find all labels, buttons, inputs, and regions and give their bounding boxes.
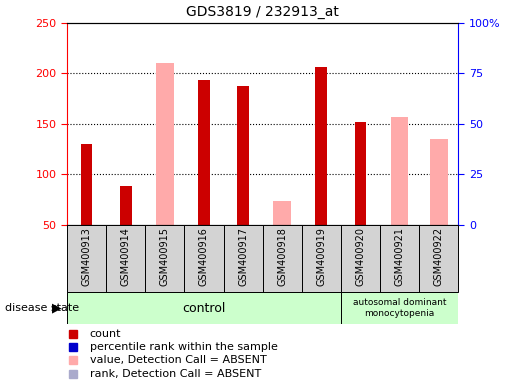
Bar — [273, 202, 291, 225]
Text: GSM400918: GSM400918 — [277, 227, 287, 286]
Bar — [430, 139, 448, 225]
Bar — [81, 144, 92, 225]
Bar — [316, 68, 327, 225]
Bar — [391, 117, 408, 225]
Text: GSM400916: GSM400916 — [199, 227, 209, 286]
Bar — [67, 225, 106, 292]
Bar — [341, 225, 380, 292]
Bar — [120, 186, 131, 225]
Text: GSM400919: GSM400919 — [316, 227, 327, 286]
Bar — [184, 225, 224, 292]
Text: ▶: ▶ — [52, 302, 62, 314]
Bar — [198, 81, 210, 225]
Bar — [263, 225, 302, 292]
Bar — [106, 225, 145, 292]
Text: GSM400921: GSM400921 — [394, 227, 405, 286]
Text: control: control — [182, 302, 226, 314]
Text: GSM400913: GSM400913 — [81, 227, 92, 286]
Text: percentile rank within the sample: percentile rank within the sample — [90, 342, 278, 352]
Bar — [67, 292, 341, 324]
Text: count: count — [90, 329, 121, 339]
Bar — [419, 225, 458, 292]
Bar — [380, 225, 419, 292]
Bar — [145, 225, 184, 292]
Text: GSM400922: GSM400922 — [434, 227, 444, 286]
Text: GSM400915: GSM400915 — [160, 227, 170, 286]
Bar — [237, 86, 249, 225]
Bar — [355, 122, 366, 225]
Bar — [156, 63, 174, 225]
Text: rank, Detection Call = ABSENT: rank, Detection Call = ABSENT — [90, 369, 261, 379]
Bar — [341, 292, 458, 324]
Bar — [224, 225, 263, 292]
Text: GSM400914: GSM400914 — [121, 227, 131, 286]
Text: disease state: disease state — [5, 303, 79, 313]
Bar — [302, 225, 341, 292]
Text: GSM400917: GSM400917 — [238, 227, 248, 286]
Text: GSM400920: GSM400920 — [355, 227, 366, 286]
Title: GDS3819 / 232913_at: GDS3819 / 232913_at — [186, 5, 339, 19]
Text: value, Detection Call = ABSENT: value, Detection Call = ABSENT — [90, 355, 266, 365]
Text: autosomal dominant
monocytopenia: autosomal dominant monocytopenia — [353, 298, 447, 318]
